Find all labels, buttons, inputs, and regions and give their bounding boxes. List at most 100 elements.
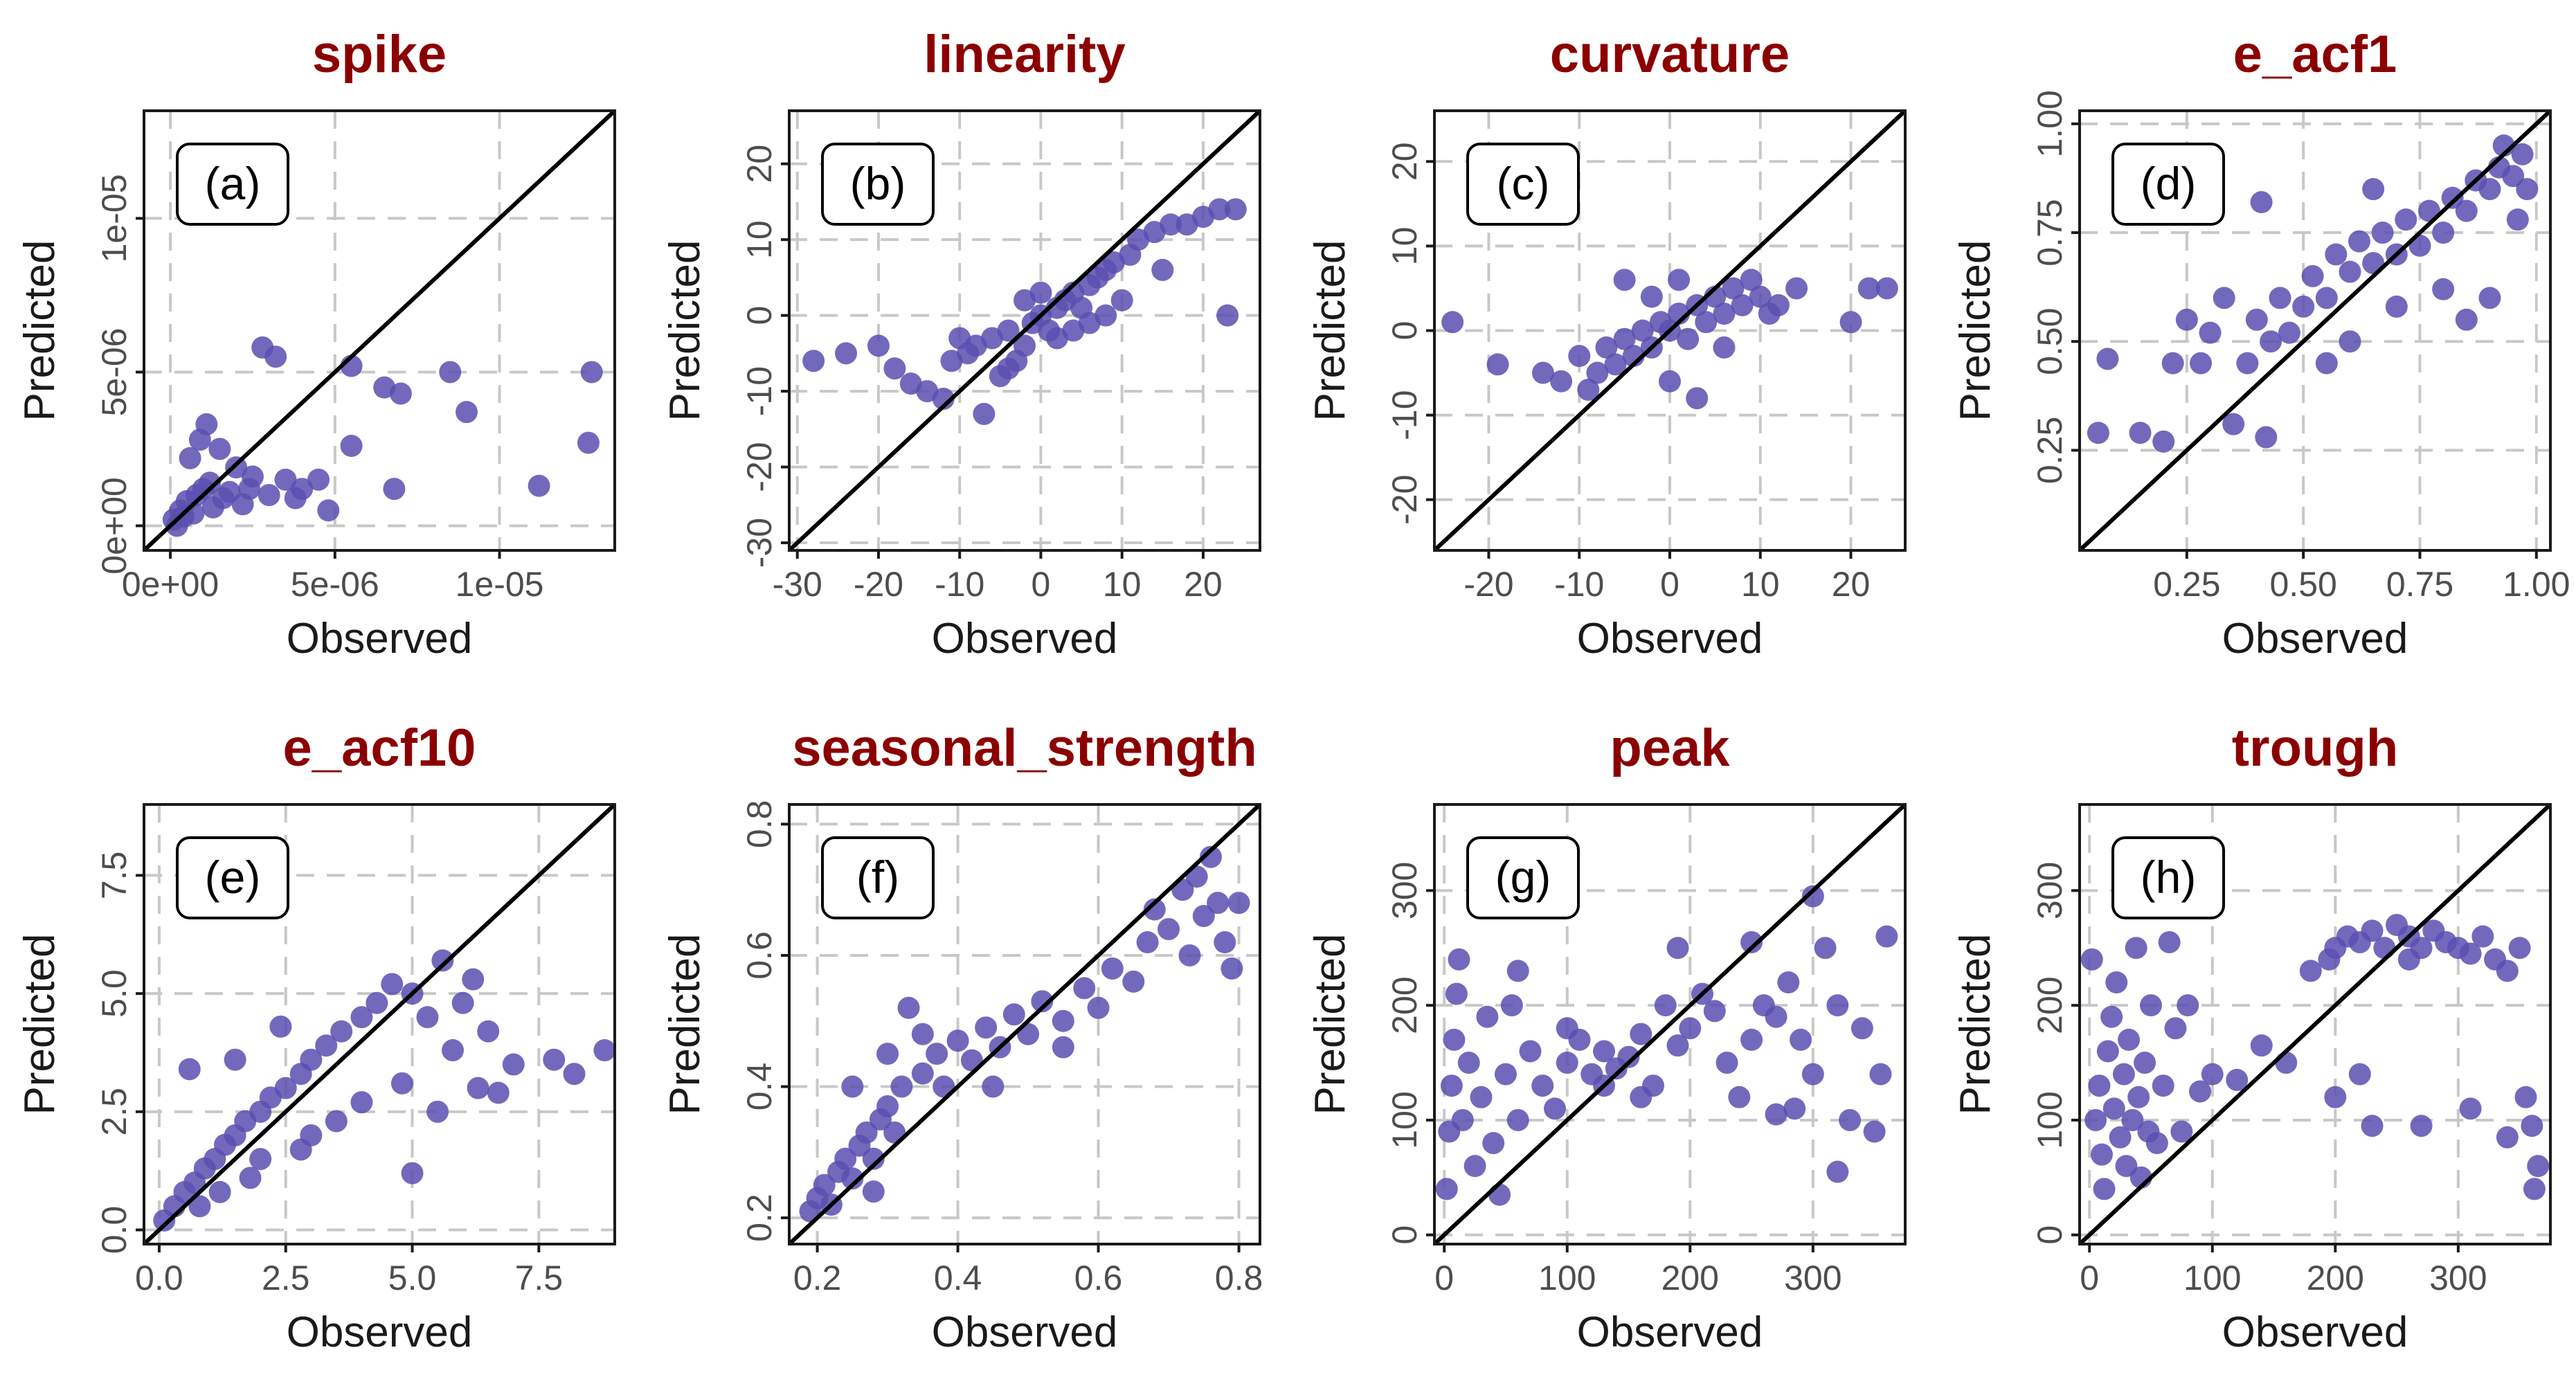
panel-tag-box: (e) [176,836,289,919]
x-tick-label: -30 [773,565,822,604]
data-point [1052,1036,1074,1059]
data-point [274,1077,297,1099]
y-tick-label: 1e-05 [95,174,134,262]
x-tick-label: 5.0 [388,1259,437,1297]
x-tick-label: 0.6 [1074,1259,1123,1297]
data-point [1143,898,1166,921]
data-point [2459,942,2482,965]
y-tick-label: 0e+00 [95,477,134,574]
panel-frame [1433,803,1907,1245]
y-tick-label: 20 [740,145,779,183]
y-tick-label: 10 [1385,227,1424,266]
data-point [1850,1017,1873,1040]
point-layer [2087,134,2539,453]
data-point [997,319,1020,342]
data-point [1227,892,1250,915]
data-point [1826,994,1849,1017]
y-tick-label: 5.0 [95,969,134,1018]
data-point [284,487,307,510]
data-point [926,1043,948,1065]
x-axis-title: Observed [1577,615,1763,663]
data-point [563,1063,586,1086]
data-point [1160,213,1182,236]
data-point [467,1077,489,1099]
data-point [1869,1063,1892,1086]
data-point [932,388,955,411]
data-point [1613,269,1636,291]
data-point [1875,277,1898,300]
identity-line [142,109,617,552]
data-point [862,1180,885,1203]
data-point [2339,330,2361,353]
data-point [330,1020,353,1043]
panel-tag: (d) [2141,158,2197,209]
point-layer [799,845,1250,1223]
data-point [1224,198,1247,221]
x-tick-label: 0 [1434,1259,1454,1297]
data-point [997,357,1020,380]
data-point [2236,352,2259,375]
data-point [2315,287,2338,309]
data-point [1110,289,1133,312]
data-point [1604,353,1627,376]
data-point [1178,944,1201,966]
data-point [2478,287,2501,309]
x-tick-label: 0.8 [1215,1259,1263,1297]
data-point [208,438,231,460]
data-point [2175,308,2198,331]
data-point [274,468,297,491]
identity-line [2078,109,2552,552]
data-point [2502,165,2525,188]
data-point [2093,1178,2116,1200]
data-point [1207,892,1230,915]
data-point [2269,287,2291,309]
data-point [1640,285,1663,308]
data-point [2471,925,2494,948]
data-point [1556,1017,1578,1040]
data-point [315,1034,338,1057]
data-point [2275,1052,2298,1074]
data-point [1668,269,1691,291]
data-point [2361,1115,2384,1137]
x-tick-label: 0.4 [934,1259,982,1297]
y-tick-label: 0.0 [95,1206,134,1254]
data-point [2371,222,2394,244]
data-point [1500,994,1523,1017]
y-tick-label: 0 [2030,1225,2069,1245]
data-point [1857,277,1880,300]
data-point [2226,1068,2249,1091]
x-tick-label: 0.2 [793,1259,842,1297]
data-point [1740,1028,1763,1051]
data-point [1214,931,1236,954]
y-tick-label: 0.50 [2030,308,2069,375]
data-point [1556,1052,1578,1074]
data-point [1777,971,1800,993]
data-point [975,1016,998,1039]
data-point [442,1039,465,1062]
data-point [340,435,363,458]
y-tick-label: 100 [2030,1091,2069,1149]
x-tick-label: 200 [1661,1259,1719,1297]
x-tick-label: -20 [854,565,903,604]
data-point [2348,1063,2371,1086]
data-point [1451,1108,1474,1131]
y-tick-label: -10 [1385,390,1424,440]
panel-tag-box: (f) [821,836,935,919]
data-point [1785,277,1808,300]
data-point [188,1195,211,1218]
data-point [390,1072,413,1095]
data-point [1630,1086,1652,1108]
y-axis-title: Predicted [661,240,709,422]
panel-tag: (b) [850,158,906,209]
data-point [1101,957,1124,980]
data-point [2177,994,2199,1017]
data-point [2201,1063,2224,1086]
data-point [487,1081,510,1104]
data-point [1765,1005,1787,1028]
data-point [862,1147,885,1170]
data-point [1654,994,1677,1017]
data-point [813,1173,836,1196]
data-point [2478,178,2501,201]
x-tick-label: -10 [1554,565,1604,604]
panel-title: seasonal_strength [792,719,1257,777]
